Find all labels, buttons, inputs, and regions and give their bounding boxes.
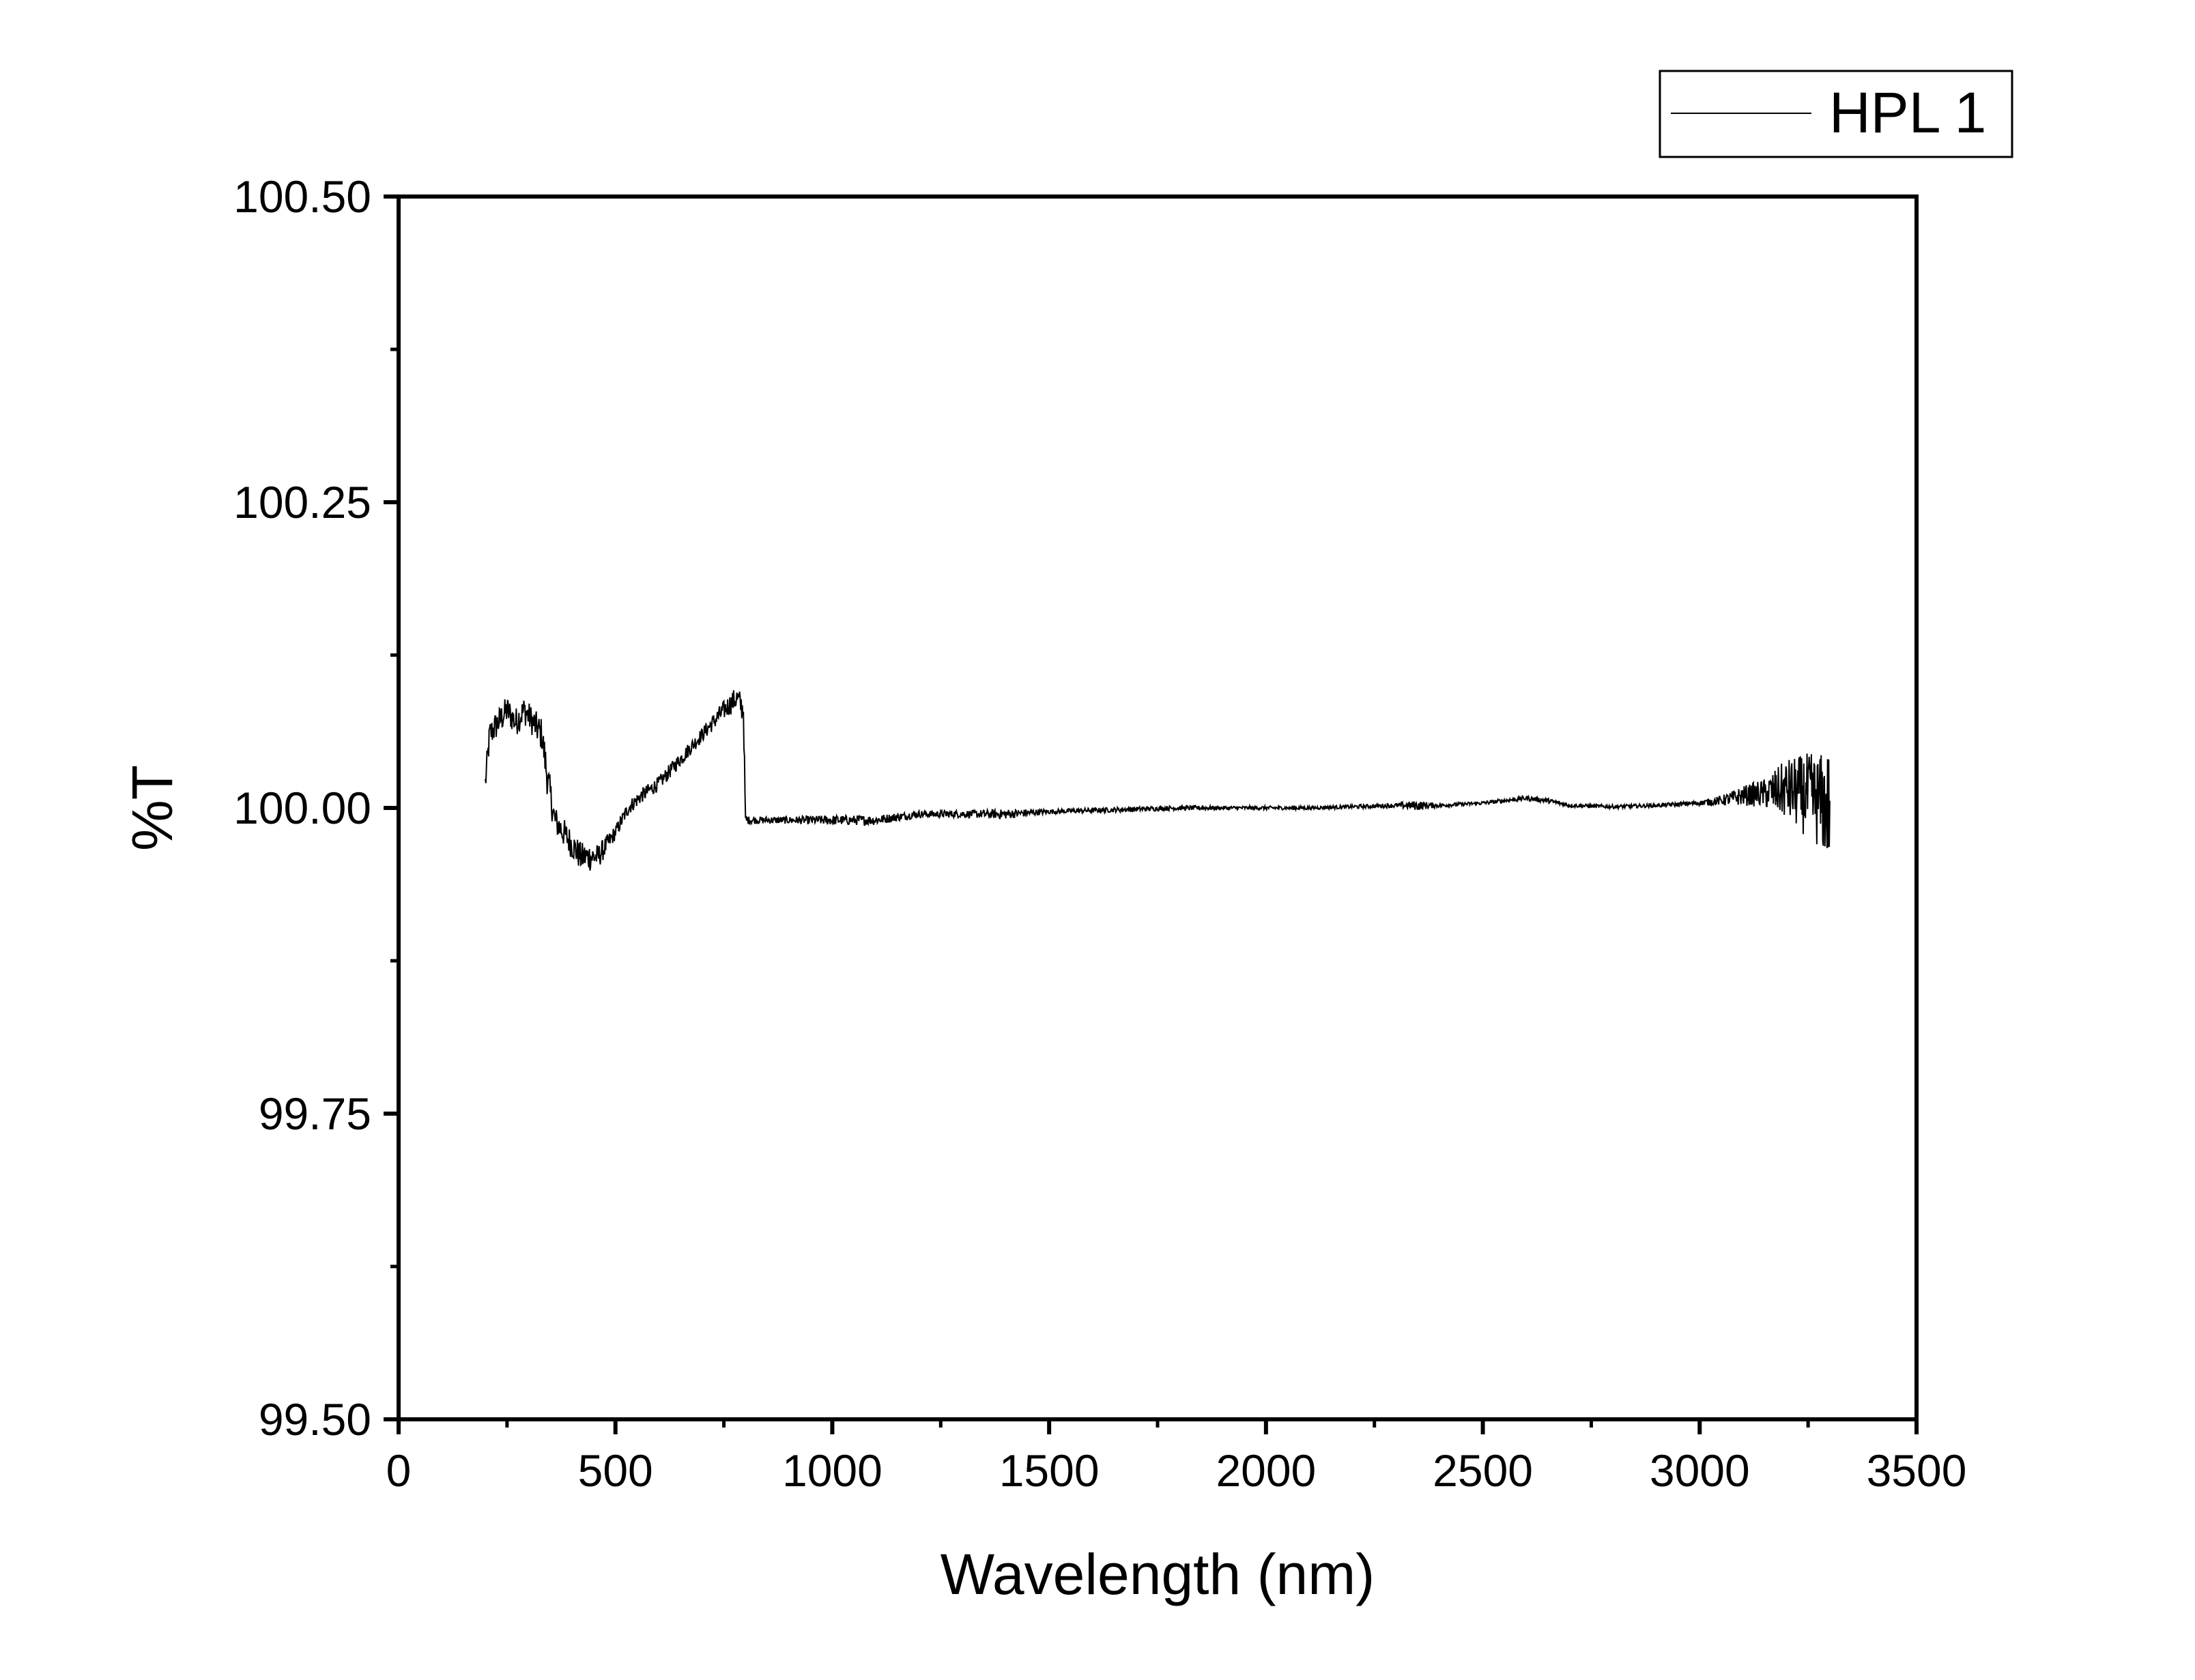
legend: HPL 1 [1659,70,2013,158]
x-tick-label: 500 [578,1445,653,1496]
y-tick-label: 100.25 [233,477,371,527]
y-tick-label: 99.50 [259,1394,371,1445]
labels-layer: 0 500 1000 1500 2000 2500 3000 3500 99.50 99.75 10… [233,171,1966,1496]
x-tick-label: 1500 [999,1445,1100,1496]
x-tick-label: 3500 [1867,1445,1967,1496]
ticks-layer [384,194,1919,1434]
series-layer [485,690,1831,871]
legend-label: HPL 1 [1829,81,1986,145]
series-line-hpl-1 [485,690,1831,871]
x-tick-label: 3000 [1650,1445,1750,1496]
x-axis-title: Wavelength (nm) [941,1542,1375,1606]
x-tick-label: 1000 [782,1445,883,1496]
x-tick-label: 2500 [1433,1445,1533,1496]
y-tick-label: 100.00 [233,783,371,833]
y-tick-label: 100.50 [233,171,371,222]
y-tick-label: 99.75 [259,1088,371,1139]
x-tick-label: 2000 [1216,1445,1316,1496]
x-tick-label: 0 [386,1445,412,1496]
y-axis-title: %T [120,765,184,851]
